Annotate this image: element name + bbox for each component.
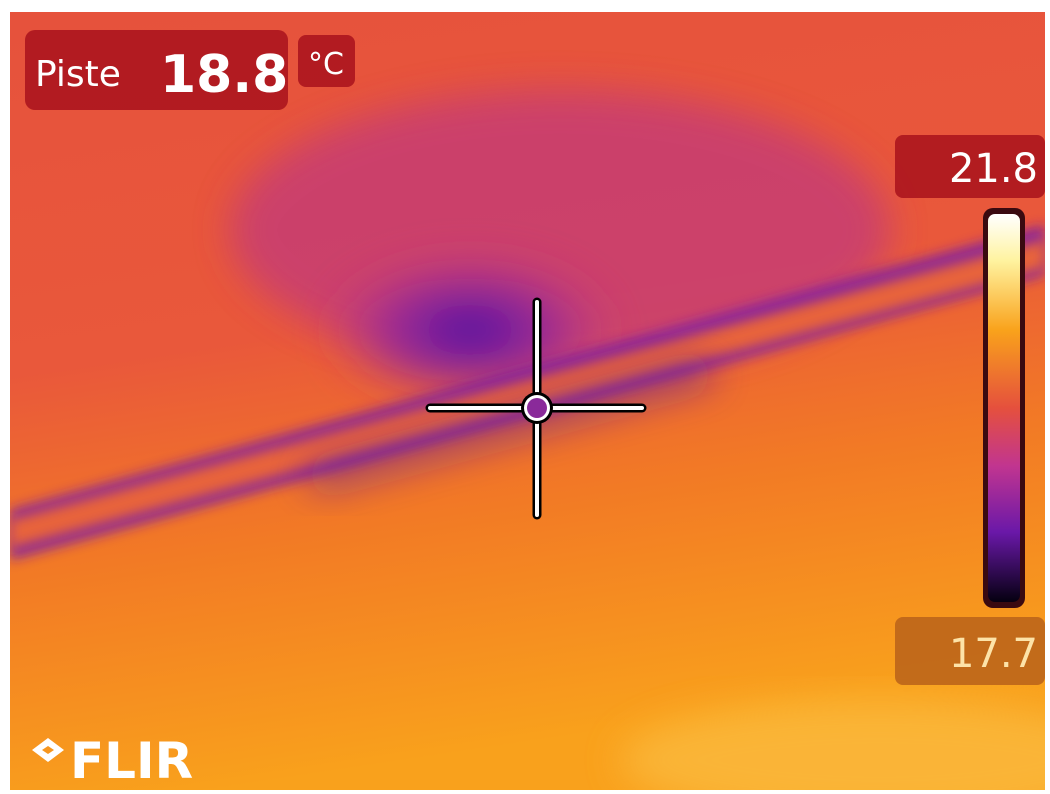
scale-max-box (895, 135, 1045, 198)
color-scale (988, 214, 1020, 602)
crosshair (425, 297, 647, 520)
scale-min: 17.7 (949, 631, 1038, 677)
scale-min-box (895, 617, 1045, 685)
scale-max: 21.8 (949, 146, 1038, 192)
logo-text: FLIR (70, 732, 193, 790)
thermal-image (10, 12, 1045, 790)
logo: FLIR (32, 732, 193, 790)
spot-box (25, 30, 288, 110)
unit: °C (308, 47, 344, 82)
spot-value: 18.8 (160, 45, 288, 105)
spot-label: Piste (35, 54, 121, 95)
unit-box (298, 35, 355, 87)
